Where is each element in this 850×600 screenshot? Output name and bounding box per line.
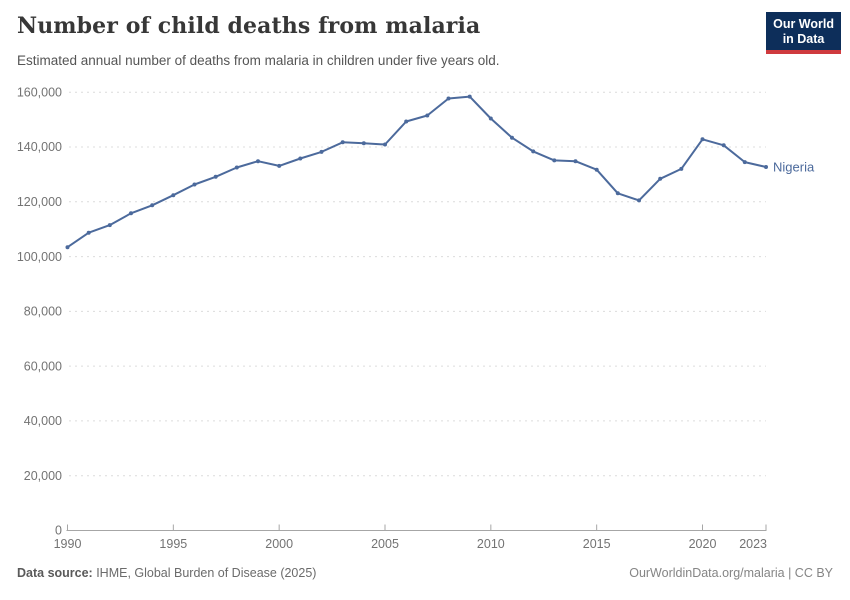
owid-logo: Our World in Data (766, 12, 841, 54)
data-point (234, 165, 239, 170)
data-point (150, 203, 155, 208)
data-point (700, 137, 705, 142)
series-end-label: Nigeria (773, 159, 815, 174)
data-point (510, 135, 514, 140)
y-axis-label: 20,000 (24, 469, 62, 483)
data-point (192, 182, 197, 187)
data-source: Data source: IHME, Global Burden of Dise… (17, 566, 316, 580)
data-point (658, 176, 663, 181)
x-axis-label: 2005 (371, 537, 399, 551)
data-point (298, 156, 303, 161)
data-point (361, 141, 366, 146)
y-axis-label: 120,000 (17, 195, 62, 209)
y-axis-label: 0 (55, 524, 62, 538)
x-axis-label: 2015 (583, 537, 611, 551)
chart-title: Number of child deaths from malaria (17, 13, 481, 39)
data-point (721, 143, 726, 148)
owid-logo-line1: Our World (773, 17, 834, 31)
data-point (65, 245, 70, 250)
data-point (340, 140, 345, 145)
x-axis-label: 1990 (54, 537, 82, 551)
y-axis-label: 40,000 (24, 414, 62, 428)
x-axis-label: 2023 (739, 537, 767, 551)
data-point (488, 116, 493, 121)
data-point (764, 165, 768, 169)
data-point (467, 94, 472, 99)
y-axis-label: 140,000 (17, 140, 62, 154)
data-point (446, 96, 451, 101)
data-point (213, 174, 218, 179)
data-point (107, 223, 112, 228)
data-point (615, 191, 620, 196)
data-point (171, 193, 176, 198)
owid-logo-line2: in Data (782, 31, 825, 46)
data-point (573, 159, 578, 164)
data-source-label: Data source: (17, 566, 93, 580)
data-point (594, 167, 599, 172)
data-point (637, 198, 641, 203)
series-line (66, 95, 767, 249)
x-axis-label: 2010 (477, 537, 505, 551)
x-axis-label: 2000 (265, 537, 293, 551)
data-point (256, 159, 260, 164)
data-point (679, 166, 684, 171)
data-point (277, 163, 282, 168)
data-point (742, 160, 747, 165)
y-axis-label: 80,000 (24, 305, 62, 319)
data-source-text: IHME, Global Burden of Disease (2025) (92, 566, 317, 580)
x-axis-label: 2020 (689, 537, 717, 551)
data-point (86, 230, 91, 235)
data-point (129, 211, 133, 216)
data-point (531, 149, 536, 154)
y-axis-label: 100,000 (17, 250, 62, 264)
data-point (383, 142, 387, 147)
data-point (404, 119, 409, 124)
x-axis-label: 1995 (159, 537, 187, 551)
chart-subtitle: Estimated annual number of deaths from m… (17, 53, 500, 68)
y-axis-label: 60,000 (24, 359, 62, 373)
y-axis-label: 160,000 (17, 85, 62, 99)
data-point (552, 158, 557, 163)
data-point (425, 113, 430, 118)
footer-license-text: OurWorldinData.org/malaria | CC BY (629, 566, 833, 580)
data-point (319, 149, 324, 154)
